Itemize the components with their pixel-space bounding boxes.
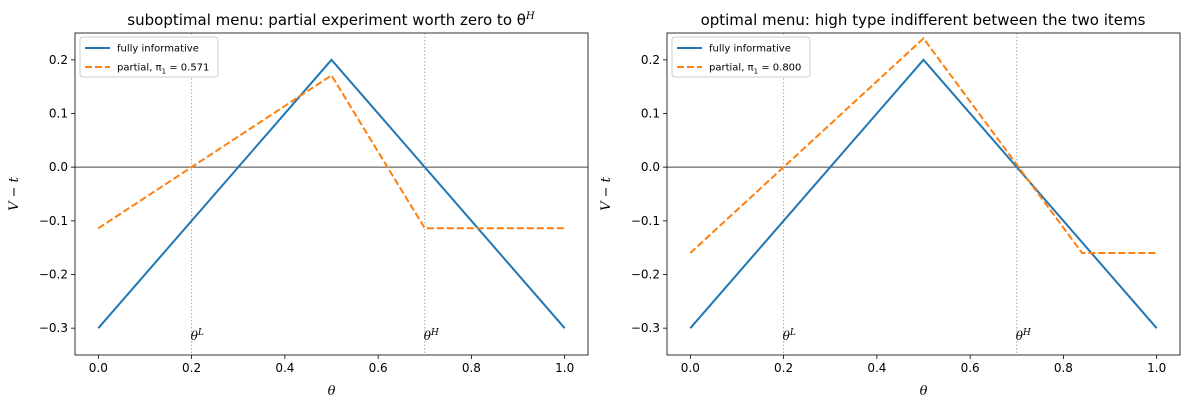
legend-entry: partial, π1 = 0.800 — [709, 63, 801, 76]
chart-title: optimal menu: high type indifferent betw… — [701, 11, 1146, 29]
x-tick-label: 0.6 — [961, 361, 980, 375]
x-tick-label: 1.0 — [555, 361, 574, 375]
y-tick-label: 0.1 — [49, 107, 68, 121]
x-tick-label: 0.0 — [681, 361, 700, 375]
vline-label-L: θL — [191, 328, 204, 343]
series-line-partial — [97, 73, 565, 230]
y-tick-label: −0.3 — [39, 321, 68, 335]
plot-frame — [74, 32, 589, 356]
y-tick-label: 0.2 — [49, 53, 68, 67]
x-tick-label: 0.2 — [182, 361, 201, 375]
series-line-partial — [689, 36, 1157, 254]
y-tick-label: −0.1 — [39, 214, 68, 228]
x-tick-label: 0.8 — [1054, 361, 1073, 375]
y-axis-label: V − t — [7, 176, 22, 211]
y-tick-label: 0.0 — [641, 160, 660, 174]
legend-box — [79, 36, 219, 78]
y-tick-label: 0.1 — [641, 107, 660, 121]
x-tick-label: 0.8 — [462, 361, 481, 375]
plot-frame — [666, 32, 1181, 356]
y-tick-label: 0.0 — [49, 160, 68, 174]
series-line-fully-informative — [97, 58, 566, 329]
vline-label-H: θH — [1016, 328, 1031, 343]
y-axis-label: V − t — [599, 176, 614, 211]
y-tick-label: −0.2 — [631, 268, 660, 282]
x-tick-label: 0.4 — [275, 361, 294, 375]
vline-label-L: θL — [783, 328, 796, 343]
y-tick-label: −0.2 — [39, 268, 68, 282]
y-tick-label: 0.2 — [641, 53, 660, 67]
legend-entry: fully informative — [709, 44, 791, 55]
y-tick-label: −0.3 — [631, 321, 660, 335]
vline-label-H: θH — [424, 328, 439, 343]
chart-panel-2: optimal menu: high type indifferent betw… — [599, 11, 1181, 399]
legend-box — [671, 36, 811, 78]
series-line-fully-informative — [689, 58, 1158, 329]
x-tick-label: 1.0 — [1147, 361, 1166, 375]
x-tick-label: 0.6 — [369, 361, 388, 375]
chart-panel-1: suboptimal menu: partial experiment wort… — [7, 11, 589, 399]
y-tick-label: −0.1 — [631, 214, 660, 228]
x-axis-label: θ — [328, 384, 336, 399]
x-tick-label: 0.0 — [89, 361, 108, 375]
chart-title: suboptimal menu: partial experiment wort… — [127, 11, 535, 29]
legend: fully informative partial, π1 = 0.571 — [79, 36, 219, 78]
legend-entry: fully informative — [117, 44, 199, 55]
x-tick-label: 0.2 — [774, 361, 793, 375]
x-tick-label: 0.4 — [867, 361, 886, 375]
legend-entry: partial, π1 = 0.571 — [117, 63, 209, 76]
legend: fully informative partial, π1 = 0.800 — [671, 36, 811, 78]
x-axis-label: θ — [920, 384, 928, 399]
